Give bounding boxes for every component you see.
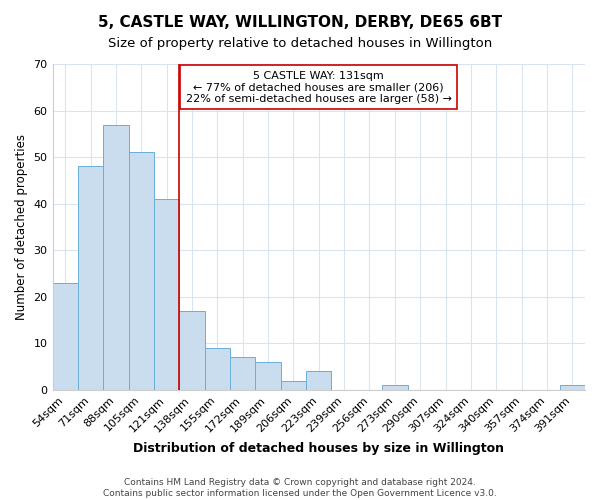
Bar <box>154 199 179 390</box>
X-axis label: Distribution of detached houses by size in Willington: Distribution of detached houses by size … <box>133 442 504 455</box>
Bar <box>179 311 205 390</box>
Bar <box>128 152 154 390</box>
Bar <box>53 283 78 390</box>
Bar <box>205 348 230 390</box>
Text: 5, CASTLE WAY, WILLINGTON, DERBY, DE65 6BT: 5, CASTLE WAY, WILLINGTON, DERBY, DE65 6… <box>98 15 502 30</box>
Y-axis label: Number of detached properties: Number of detached properties <box>15 134 28 320</box>
Bar <box>230 358 256 390</box>
Bar <box>78 166 103 390</box>
Bar <box>103 124 128 390</box>
Bar <box>256 362 281 390</box>
Text: Size of property relative to detached houses in Willington: Size of property relative to detached ho… <box>108 38 492 51</box>
Bar <box>281 380 306 390</box>
Bar <box>382 386 407 390</box>
Text: 5 CASTLE WAY: 131sqm
← 77% of detached houses are smaller (206)
22% of semi-deta: 5 CASTLE WAY: 131sqm ← 77% of detached h… <box>186 70 452 104</box>
Text: Contains HM Land Registry data © Crown copyright and database right 2024.
Contai: Contains HM Land Registry data © Crown c… <box>103 478 497 498</box>
Bar <box>560 386 585 390</box>
Bar <box>306 372 331 390</box>
